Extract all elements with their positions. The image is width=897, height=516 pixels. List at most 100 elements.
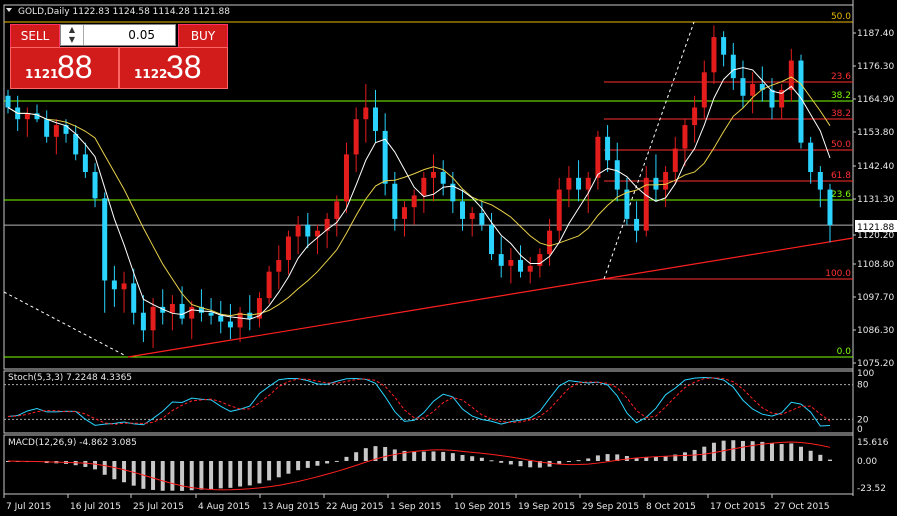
candle-body [150, 306, 156, 331]
macd-bar [682, 452, 687, 461]
sell-price-pips: 88 [57, 49, 93, 85]
price-axis-label: 1176.30 [857, 62, 894, 72]
candle-body [527, 265, 533, 272]
candle-body [537, 254, 543, 266]
candle-body [827, 189, 833, 226]
fib-level-label: 50.0 [831, 140, 851, 150]
fib-level-label: 38.2 [831, 91, 851, 101]
macd-bar [586, 458, 591, 461]
candle-body [605, 136, 611, 161]
candle-body [624, 189, 630, 219]
candle-body [237, 312, 243, 328]
current-price-tag [855, 220, 897, 232]
fib-trend-dashed [3, 291, 125, 356]
sell-price-button[interactable]: 1121 88 [10, 47, 119, 89]
lot-stepper-icon[interactable]: ▲ ▼ [61, 25, 84, 45]
macd-bar [537, 461, 542, 468]
one-click-trading-panel: SELL ▲ ▼ 0.05 BUY 1121 88 1122 38 [10, 24, 228, 89]
macd-bar [238, 461, 243, 487]
macd-bar [798, 446, 803, 461]
candle-body [711, 37, 717, 73]
candle-body [353, 119, 359, 155]
buy-price-pips: 38 [166, 49, 202, 85]
stoch-axis-label: 20 [857, 415, 869, 425]
candle-body [672, 148, 678, 172]
candle-body [489, 224, 495, 255]
macd-bar [218, 461, 223, 489]
chart-title: GOLD,Daily 1122.83 1124.58 1114.28 1121.… [18, 7, 230, 17]
price-axis-label: 1075.20 [857, 359, 894, 369]
macd-bar [441, 451, 446, 461]
candle-body [382, 130, 388, 184]
macd-bar [325, 461, 330, 464]
date-axis-label: 17 Oct 2015 [710, 502, 766, 512]
date-axis-label: 4 Aug 2015 [198, 502, 250, 512]
macd-bar [634, 457, 639, 461]
stoch-title: Stoch(5,3,3) 7.2248 4.3365 [8, 373, 132, 383]
macd-bar [402, 450, 407, 461]
price-axis-label: 1120.20 [857, 231, 894, 241]
fib-level-label: 100.0 [825, 269, 851, 279]
candle-body [247, 312, 253, 319]
macd-bar [412, 451, 417, 461]
lot-size-value[interactable]: 0.05 [128, 28, 155, 42]
candle-body [169, 303, 175, 313]
date-axis-label: 7 Jul 2015 [6, 502, 51, 512]
candle-body [547, 230, 553, 255]
candle-body [34, 113, 40, 120]
candle-body [305, 224, 311, 237]
candle-body [817, 171, 823, 190]
candle-body [440, 171, 446, 184]
macd-bar [83, 461, 88, 467]
macd-bar [199, 461, 204, 490]
candle-body [614, 160, 620, 190]
macd-bar [750, 441, 755, 461]
macd-bar [363, 448, 368, 461]
candle-body [740, 78, 746, 96]
macd-bar [818, 454, 823, 461]
buy-button[interactable]: BUY [178, 24, 228, 48]
candle-body [82, 154, 88, 172]
macd-bar [151, 461, 156, 490]
candle-body [372, 107, 378, 131]
macd-bar [828, 459, 832, 461]
candle-body [701, 72, 707, 108]
macd-bar [644, 457, 649, 461]
macd-bar [663, 456, 668, 461]
macd-bar [769, 443, 774, 461]
candle-body [788, 60, 794, 90]
macd-bar [566, 461, 571, 462]
candle-body [363, 107, 369, 120]
candle-body [53, 125, 59, 137]
symbol-dropdown-icon [6, 8, 12, 12]
candle-body [750, 84, 756, 96]
candle-body [334, 201, 340, 219]
macd-bar [267, 461, 272, 481]
date-axis-label: 27 Oct 2015 [774, 502, 830, 512]
current-price-label: 1121.88 [857, 223, 894, 233]
candle-body [92, 171, 98, 199]
candle-body [121, 283, 127, 290]
macd-bar [499, 461, 504, 463]
macd-bar [431, 451, 436, 461]
macd-bar [460, 454, 465, 461]
date-axis-label: 29 Sep 2015 [582, 502, 639, 512]
lot-size-input[interactable]: ▲ ▼ 0.05 [60, 24, 176, 46]
date-axis-label: 22 Aug 2015 [326, 502, 384, 512]
macd-bar [209, 461, 214, 489]
candle-body [314, 230, 320, 237]
candle-body [140, 312, 146, 331]
candle-body [759, 84, 765, 90]
candle-body [24, 113, 30, 120]
macd-bar [392, 449, 397, 461]
candle-body [401, 207, 407, 219]
price-axis-label: 1187.40 [857, 29, 894, 39]
macd-bar [334, 460, 339, 462]
sell-button[interactable]: SELL [10, 24, 60, 48]
macd-axis-label: -23.52 [857, 484, 886, 494]
candle-body [324, 218, 330, 231]
date-axis-label: 16 Jul 2015 [70, 502, 121, 512]
candle-body [421, 177, 427, 196]
buy-price-button[interactable]: 1122 38 [119, 47, 228, 89]
